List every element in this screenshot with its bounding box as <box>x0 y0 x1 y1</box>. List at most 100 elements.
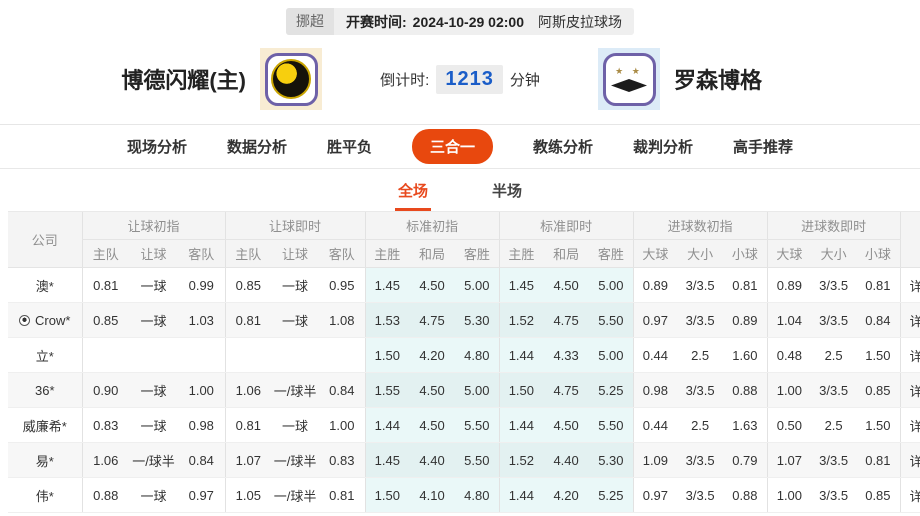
odds-cell: 3/3.5 <box>677 372 724 408</box>
company-name: 易* <box>8 442 82 478</box>
odds-cell: 1.07 <box>766 442 812 478</box>
odds-cell: 一球 <box>129 407 178 443</box>
home-team-name: 博德闪耀(主) <box>121 68 246 93</box>
detail-link[interactable]: 详情 <box>899 267 920 303</box>
col-header-company: 公司 <box>8 211 82 268</box>
odds-comparison-table: 公司 让球初指 让球即时 标准初指 标准即时 进球数初指 进球数即时 主队 让球 客队 主队 让球 客队… <box>8 211 920 513</box>
odds-cell: 0.99 <box>178 267 226 303</box>
odds-cell: 一球 <box>129 477 178 513</box>
odds-cell: 2.5 <box>677 407 724 443</box>
odds-cell: 0.95 <box>319 267 366 303</box>
odds-cell: 1.44 <box>498 407 544 443</box>
venue-name: 阿斯皮拉球场 <box>537 13 622 30</box>
odds-cell: 4.40 <box>543 442 590 478</box>
nav-tab-6[interactable]: 高手推荐 <box>733 139 794 156</box>
odds-cell: 0.98 <box>178 407 226 443</box>
col-group-header-1: 让球即时 <box>224 211 366 240</box>
odds-cell: 3/3.5 <box>811 442 857 478</box>
odds-cell: 1.45 <box>364 442 410 478</box>
detail-link[interactable]: 详情 <box>899 442 920 478</box>
odds-cell: 4.20 <box>543 477 590 513</box>
odds-cell <box>319 337 366 373</box>
nav-tab-4[interactable]: 教练分析 <box>533 139 594 156</box>
odds-cell: 4.50 <box>409 372 456 408</box>
company-name: 威廉希* <box>8 407 82 443</box>
nav-tab-1[interactable]: 数据分析 <box>226 139 287 156</box>
football-icon <box>19 314 31 326</box>
odds-cell: 5.00 <box>589 267 634 303</box>
odds-cell: 5.30 <box>455 302 500 338</box>
kickoff-time: 2024-10-29 02:00 <box>412 13 524 30</box>
col-header-2-0: 主胜 <box>364 239 410 268</box>
odds-cell: 1.06 <box>224 372 272 408</box>
company-name: 36* <box>8 372 82 408</box>
nav-tab-5[interactable]: 裁判分析 <box>633 139 694 156</box>
detail-link[interactable]: 详情 <box>899 337 920 373</box>
odds-cell: 1.00 <box>766 477 812 513</box>
odds-cell: 0.83 <box>319 442 366 478</box>
odds-cell: 0.79 <box>723 442 768 478</box>
odds-cell: 1.08 <box>319 302 366 338</box>
col-header-0-1: 让球 <box>129 239 178 268</box>
col-header-3-0: 主胜 <box>498 239 544 268</box>
col-header-5-1: 大小 <box>811 239 857 268</box>
col-group-header-4: 进球数初指 <box>632 211 768 240</box>
odds-cell: 1.06 <box>81 442 129 478</box>
odds-cell: 0.97 <box>632 477 678 513</box>
odds-cell: 1.44 <box>364 407 410 443</box>
odds-cell: 0.81 <box>224 302 272 338</box>
odds-cell: 4.80 <box>455 337 500 373</box>
nav-tab-2[interactable]: 胜平负 <box>326 139 372 156</box>
company-name: 澳* <box>8 267 82 303</box>
odds-cell: 一/球半 <box>129 442 178 478</box>
col-header-1-1: 让球 <box>271 239 320 268</box>
odds-cell: 1.52 <box>498 442 544 478</box>
odds-cell: 1.45 <box>498 267 544 303</box>
odds-cell: 1.50 <box>498 372 544 408</box>
odds-cell: 1.07 <box>224 442 272 478</box>
odds-cell: 4.75 <box>543 302 590 338</box>
odds-cell: 0.89 <box>723 302 768 338</box>
odds-cell: 0.88 <box>81 477 129 513</box>
odds-cell <box>271 337 320 373</box>
detail-link[interactable]: 详情 <box>899 372 920 408</box>
odds-cell: 5.00 <box>589 337 634 373</box>
odds-cell: 1.50 <box>856 407 901 443</box>
odds-cell: 0.85 <box>856 372 901 408</box>
match-info-bar: 挪超 开赛时间: 2024-10-29 02:00 阿斯皮拉球场 <box>286 8 634 35</box>
countdown-value: 1213 <box>436 64 503 94</box>
odds-cell: 3/3.5 <box>677 302 724 338</box>
odds-cell: 一球 <box>129 372 178 408</box>
col-header-0-2: 客队 <box>178 239 226 268</box>
detail-link[interactable]: 详情 <box>899 407 920 443</box>
nav-tab-0[interactable]: 现场分析 <box>126 139 187 156</box>
odds-cell: 4.50 <box>409 407 456 443</box>
away-team-name: 罗森博格 <box>674 68 763 93</box>
odds-cell: 0.81 <box>81 267 129 303</box>
period-tab-0[interactable]: 全场 <box>394 169 432 211</box>
detail-link[interactable]: 详情 <box>899 302 920 338</box>
odds-cell: 5.50 <box>455 407 500 443</box>
countdown: 倒计时: 1213 分钟 <box>322 64 598 94</box>
away-team-logo: ★ ★ <box>598 48 660 110</box>
odds-cell: 0.81 <box>856 442 901 478</box>
odds-cell: 0.81 <box>723 267 768 303</box>
odds-cell: 1.03 <box>178 302 226 338</box>
col-header-3-2: 客胜 <box>589 239 634 268</box>
detail-link[interactable]: 详情 <box>899 477 920 513</box>
nav-tab-3[interactable]: 三合一 <box>411 129 493 164</box>
odds-cell: 5.30 <box>589 442 634 478</box>
period-tabs: 全场 半场 <box>0 169 920 211</box>
odds-cell: 5.50 <box>589 407 634 443</box>
odds-cell: 0.84 <box>856 302 901 338</box>
odds-cell: 一/球半 <box>271 372 320 408</box>
odds-cell: 4.20 <box>409 337 456 373</box>
odds-cell <box>224 337 272 373</box>
col-header-2-2: 客胜 <box>455 239 500 268</box>
period-tab-1[interactable]: 半场 <box>492 182 523 200</box>
odds-row-0: 澳* 0.81 一球 0.99 0.85 一球 0.95 1.45 4.50 5.00 1.45 4.… <box>8 267 920 303</box>
odds-cell: 1.50 <box>364 337 410 373</box>
away-team: ★ ★ 罗森博格 <box>598 48 920 110</box>
odds-cell <box>129 337 178 373</box>
